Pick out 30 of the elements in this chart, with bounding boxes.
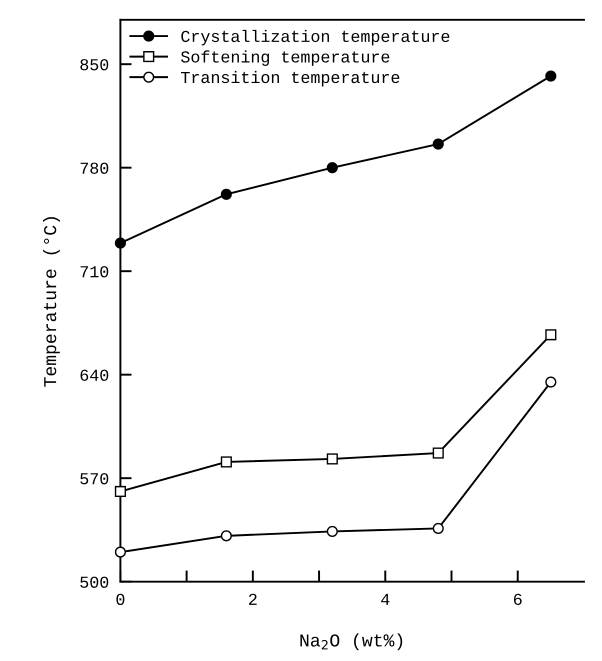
x-tick-label: 4 (381, 594, 390, 605)
y-tick-label: 500 (80, 576, 108, 588)
x-tick-label: 0 (116, 594, 124, 606)
point (220, 188, 232, 200)
y-tick-label: 780 (80, 162, 108, 174)
x-tick-label: 2 (249, 594, 257, 605)
point (545, 376, 556, 388)
point (326, 453, 338, 465)
legend-label: Transition temperature (181, 70, 400, 86)
point (432, 447, 444, 459)
point (432, 522, 444, 534)
point (326, 162, 338, 174)
point (432, 138, 444, 150)
y-axis-title: Temperature (°C) (43, 217, 60, 387)
x-axis-title: Na$_{2}$O (wt%) (300, 633, 402, 650)
point (114, 546, 126, 558)
y-tick-label: 640 (80, 370, 108, 381)
point (545, 329, 556, 340)
point (114, 486, 126, 498)
point (545, 70, 556, 82)
point (326, 526, 338, 537)
y-tick-label: 850 (80, 59, 108, 70)
point (220, 530, 232, 542)
point (220, 456, 232, 468)
y-tick-label: 570 (80, 473, 108, 484)
x-tick-label: 6 (514, 594, 522, 606)
point (114, 238, 126, 249)
y-tick-label: 710 (80, 266, 108, 278)
legend-label: Softening temperature (181, 50, 390, 66)
legend-label: Crystallization temperature (181, 30, 450, 46)
